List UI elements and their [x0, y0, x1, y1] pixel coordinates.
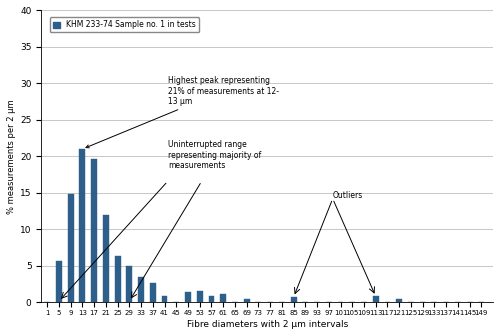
Bar: [56, 261, 62, 302]
Bar: [150, 283, 156, 302]
Bar: [162, 296, 168, 302]
Text: Highest peak representing
21% of measurements at 12-
13 μm: Highest peak representing 21% of measure…: [86, 76, 279, 148]
Bar: [103, 215, 109, 302]
Bar: [373, 296, 378, 302]
Bar: [220, 294, 226, 302]
Bar: [126, 266, 132, 302]
Bar: [197, 291, 202, 302]
X-axis label: Fibre diameters with 2 μm intervals: Fibre diameters with 2 μm intervals: [186, 320, 348, 329]
Bar: [396, 299, 402, 302]
Bar: [244, 299, 250, 302]
Bar: [208, 296, 214, 302]
Bar: [68, 194, 73, 302]
Y-axis label: % measurements per 2 μm: % measurements per 2 μm: [7, 99, 16, 214]
Bar: [290, 297, 296, 302]
Text: Uninterrupted range
representing majority of
measurements: Uninterrupted range representing majorit…: [168, 140, 261, 170]
Text: Outliers: Outliers: [332, 192, 363, 200]
Bar: [185, 292, 191, 302]
Bar: [114, 256, 120, 302]
Bar: [80, 149, 86, 302]
Bar: [138, 278, 144, 302]
Bar: [91, 159, 97, 302]
Legend: KHM 233-74 Sample no. 1 in tests: KHM 233-74 Sample no. 1 in tests: [50, 17, 200, 32]
